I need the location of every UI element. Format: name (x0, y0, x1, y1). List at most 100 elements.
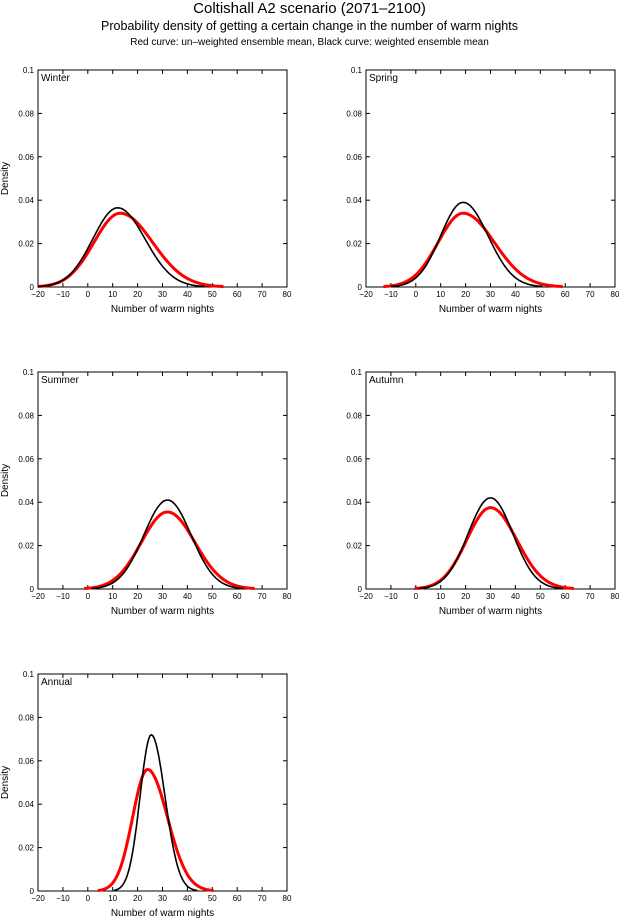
x-tick-label: 80 (611, 592, 619, 601)
y-tick-label: 0 (30, 585, 35, 594)
y-tick-label: 0.06 (346, 455, 362, 464)
x-tick-label: 70 (258, 592, 267, 601)
y-tick-label: 0 (30, 887, 35, 896)
unweighted-density-curve (414, 506, 575, 590)
x-tick-label: −10 (56, 592, 70, 601)
x-tick-label: 80 (283, 894, 292, 903)
x-tick-label: 50 (536, 290, 545, 299)
y-tick-label: 0.1 (351, 368, 363, 377)
x-tick-label: 10 (108, 290, 117, 299)
x-tick-label: 60 (561, 592, 570, 601)
x-tick-label: −10 (384, 592, 398, 601)
y-tick-label: 0.1 (23, 368, 35, 377)
x-tick-label: −10 (56, 894, 70, 903)
x-tick-label: −10 (384, 290, 398, 299)
x-tick-label: 20 (133, 592, 142, 601)
y-tick-label: 0.06 (346, 153, 362, 162)
x-axis-label: Number of warm nights (439, 606, 542, 617)
x-tick-label: 40 (183, 290, 192, 299)
x-tick-label: 40 (183, 592, 192, 601)
y-tick-label: 0.08 (18, 109, 34, 118)
y-axis-label: Density (0, 766, 11, 799)
plot-frame (365, 371, 616, 590)
x-tick-label: 60 (233, 592, 242, 601)
panel-title: Winter (41, 73, 71, 84)
y-tick-label: 0.04 (18, 800, 34, 809)
y-tick-label: 0.06 (18, 757, 34, 766)
panel-annual: −20 −10 0 10 20 30 40 50 60 70 80 0 0.02 0.04 0.06 0.08… (0, 670, 292, 919)
x-axis-label: Number of warm nights (111, 606, 214, 617)
unweighted-density-curve (83, 510, 255, 590)
weighted-density-curve (113, 733, 198, 892)
y-tick-label: 0.02 (18, 844, 34, 853)
y-tick-label: 0.02 (18, 542, 34, 551)
x-tick-label: 70 (586, 290, 595, 299)
x-tick-label: −10 (56, 290, 70, 299)
x-tick-label: 30 (158, 592, 167, 601)
y-tick-label: 0.08 (346, 109, 362, 118)
x-tick-label: 0 (86, 290, 91, 299)
x-tick-label: 20 (461, 290, 470, 299)
legend-note: Red curve: un–weighted ensemble mean, Bl… (130, 37, 489, 48)
x-tick-label: 60 (233, 290, 242, 299)
x-tick-label: 30 (158, 290, 167, 299)
y-tick-label: 0.02 (346, 240, 362, 249)
x-tick-label: 60 (561, 290, 570, 299)
x-tick-label: −20 (31, 592, 45, 601)
panel-summer: −20 −10 0 10 20 30 40 50 60 70 80 0 0.02 0.04 0.06 0.08… (0, 368, 292, 617)
x-tick-label: 20 (461, 592, 470, 601)
x-tick-label: −20 (359, 290, 373, 299)
panel-autumn: −20 −10 0 10 20 30 40 50 60 70 80 0 0.02 0.04 0.06 0.08… (346, 368, 619, 617)
x-tick-label: 50 (536, 592, 545, 601)
x-tick-label: 30 (158, 894, 167, 903)
y-tick-label: 0.04 (346, 196, 362, 205)
weighted-density-curve (418, 497, 563, 590)
unweighted-density-curve (97, 767, 214, 892)
x-tick-label: 40 (511, 290, 520, 299)
x-tick-label: 80 (283, 290, 292, 299)
figure-title: Coltishall A2 scenario (2071–2100) (193, 0, 426, 17)
x-tick-label: −20 (31, 894, 45, 903)
x-tick-label: 50 (208, 894, 217, 903)
x-tick-label: 10 (436, 592, 445, 601)
x-tick-label: 20 (133, 894, 142, 903)
panel-title: Summer (41, 375, 79, 386)
x-tick-label: 70 (258, 894, 267, 903)
unweighted-density-curve (37, 211, 224, 288)
y-tick-label: 0 (30, 283, 35, 292)
x-tick-label: 60 (233, 894, 242, 903)
panel-spring: −20 −10 0 10 20 30 40 50 60 70 80 0 0.02 0.04 0.06 0.08… (346, 66, 619, 315)
y-tick-label: 0.06 (18, 455, 34, 464)
panel-winter: −20 −10 0 10 20 30 40 50 60 70 80 0 0.02 0.04 0.06 0.08… (0, 66, 292, 315)
x-axis-label: Number of warm nights (439, 304, 542, 315)
x-tick-label: 30 (486, 592, 495, 601)
x-tick-label: 80 (611, 290, 619, 299)
y-tick-label: 0.1 (351, 66, 363, 75)
x-tick-label: 10 (108, 592, 117, 601)
figure-subtitle: Probability density of getting a certain… (101, 19, 518, 33)
x-tick-label: 70 (258, 290, 267, 299)
panel-title: Annual (41, 677, 72, 688)
panel-title: Autumn (369, 375, 403, 386)
x-tick-label: 0 (414, 592, 419, 601)
y-tick-label: 0.08 (346, 411, 362, 420)
x-tick-label: 0 (86, 894, 91, 903)
x-tick-label: 30 (486, 290, 495, 299)
x-axis-label: Number of warm nights (111, 304, 214, 315)
y-tick-label: 0.02 (346, 542, 362, 551)
x-axis-label: Number of warm nights (111, 908, 214, 919)
y-tick-label: 0 (358, 585, 363, 594)
x-tick-label: 50 (208, 592, 217, 601)
y-tick-label: 0.1 (23, 670, 35, 679)
plot-frame (37, 371, 288, 590)
plot-frame (365, 69, 616, 288)
x-tick-label: 40 (183, 894, 192, 903)
x-tick-label: 80 (283, 592, 292, 601)
x-tick-label: 0 (86, 592, 91, 601)
weighted-density-curve (390, 201, 543, 288)
y-tick-label: 0.06 (18, 153, 34, 162)
x-tick-label: 0 (414, 290, 419, 299)
x-tick-label: 20 (133, 290, 142, 299)
y-axis-label: Density (0, 464, 11, 497)
